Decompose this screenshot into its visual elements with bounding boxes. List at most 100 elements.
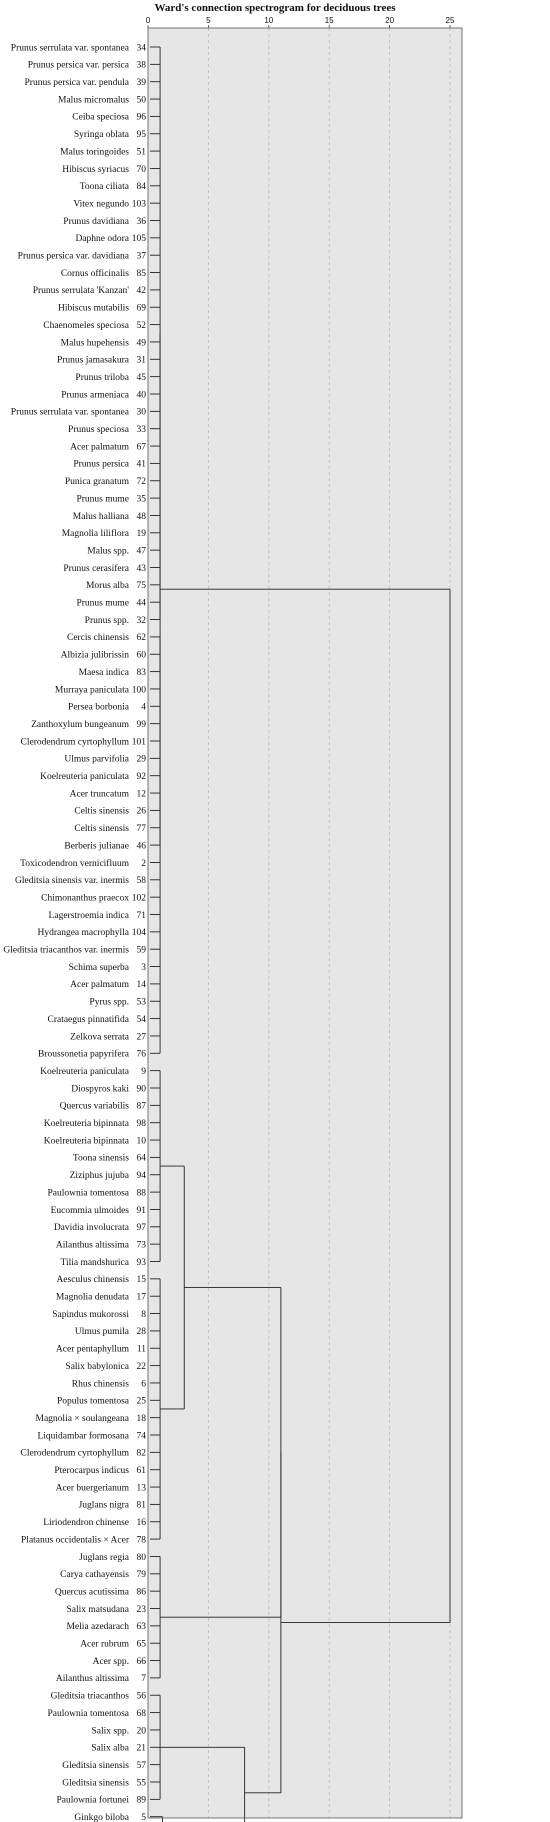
- leaf-id: 16: [137, 1518, 147, 1528]
- leaf-name: Koelreuteria bipinnata: [44, 1136, 130, 1146]
- leaf-name: Paulownia tomentosa: [47, 1709, 129, 1719]
- leaf-name: Prunus davidiana: [63, 217, 129, 227]
- leaf-name: Quercus variabilis: [60, 1102, 130, 1112]
- tick-label: 15: [325, 16, 334, 25]
- leaf-name: Syringa oblata: [74, 130, 130, 140]
- leaf-name: Salix alba: [91, 1744, 130, 1754]
- leaf-id: 32: [137, 616, 147, 626]
- leaf-id: 69: [137, 304, 147, 314]
- leaf-name: Koelreuteria paniculata: [40, 772, 130, 782]
- leaf-name: Liquidambar formosana: [37, 1430, 129, 1441]
- leaf-id: 93: [137, 1258, 147, 1268]
- leaf-id: 68: [137, 1709, 147, 1719]
- leaf-name: Malus toringoides: [60, 147, 129, 157]
- leaf-id: 31: [137, 356, 147, 366]
- leaf-id: 3: [141, 963, 146, 973]
- leaf-id: 2: [141, 859, 146, 869]
- leaf-name: Ailanthus altissima: [56, 1240, 130, 1250]
- leaf-id: 58: [137, 876, 147, 886]
- leaf-id: 34: [137, 43, 147, 53]
- leaf-id: 76: [137, 1050, 147, 1060]
- leaf-id: 104: [132, 928, 147, 938]
- leaf-name: Acer palmatum: [70, 980, 129, 990]
- leaf-id: 47: [137, 546, 147, 556]
- leaf-name: Hibiscus syriacus: [62, 165, 129, 175]
- leaf-name: Malus spp.: [87, 546, 129, 556]
- leaf-id: 77: [137, 824, 147, 834]
- tick-label: 20: [385, 16, 394, 25]
- leaf-id: 5: [141, 1813, 146, 1822]
- leaf-name: Prunus serrulata 'Kanzan': [33, 286, 130, 296]
- leaf-name: Magnolia × soulangeana: [36, 1414, 130, 1424]
- leaf-name: Prunus persica var. pendula: [25, 78, 130, 88]
- leaf-name: Celtis sinensis: [74, 807, 129, 817]
- leaf-id: 29: [137, 755, 147, 765]
- leaf-id: 99: [137, 720, 147, 730]
- leaf-name: Acer truncatum: [70, 789, 130, 799]
- leaf-name: Sapindus mukorossi: [52, 1310, 129, 1320]
- leaf-id: 94: [137, 1171, 147, 1181]
- leaf-id: 49: [137, 338, 147, 348]
- leaf-name: Clerodendrum cyrtophyllum: [21, 737, 130, 747]
- leaf-id: 35: [137, 494, 147, 504]
- leaf-name: Ceiba speciosa: [72, 113, 130, 123]
- leaf-id: 91: [137, 1206, 147, 1216]
- leaf-id: 98: [137, 1119, 147, 1129]
- leaf-id: 63: [137, 1622, 147, 1632]
- leaf-name: Toona sinensis: [73, 1154, 129, 1164]
- leaf-id: 43: [137, 564, 147, 574]
- leaf-name: Lagerstroemia indica: [49, 911, 130, 921]
- leaf-name: Punica granatum: [65, 477, 130, 487]
- leaf-id: 100: [132, 685, 147, 695]
- leaf-id: 64: [137, 1154, 147, 1164]
- leaf-name: Ginkgo biloba: [74, 1813, 129, 1822]
- leaf-name: Carya cathayensis: [60, 1570, 129, 1580]
- leaf-id: 82: [137, 1449, 147, 1459]
- leaf-name: Paulownia tomentosa: [47, 1188, 129, 1198]
- leaf-name: Hibiscus mutabilis: [58, 304, 129, 314]
- leaf-name: Cornus officinalis: [61, 268, 129, 279]
- leaf-id: 53: [137, 998, 147, 1008]
- leaf-name: Salix babylonica: [65, 1362, 129, 1372]
- leaf-name: Gleditsia triacanthos: [51, 1692, 130, 1702]
- leaf-name: Chimonanthus praecox: [41, 893, 129, 903]
- leaf-id: 105: [132, 234, 147, 244]
- leaf-id: 46: [137, 841, 147, 851]
- leaf-id: 40: [137, 390, 147, 400]
- leaf-id: 52: [137, 321, 147, 331]
- leaf-id: 20: [137, 1726, 147, 1736]
- leaf-name: Prunus mume: [76, 494, 129, 504]
- leaf-name: Magnolia liliflora: [62, 528, 130, 539]
- leaf-id: 17: [137, 1293, 147, 1303]
- leaf-id: 87: [137, 1102, 147, 1112]
- leaf-id: 48: [137, 512, 147, 522]
- leaf-name: Acer buergerianum: [56, 1483, 130, 1493]
- leaf-id: 102: [132, 893, 147, 903]
- leaf-name: Cercis chinensis: [67, 633, 129, 643]
- leaf-id: 62: [137, 633, 147, 643]
- leaf-id: 41: [137, 460, 147, 470]
- dendrogram-branches: [150, 46, 451, 1822]
- leaf-name: Malus halliana: [73, 512, 130, 522]
- leaf-name: Diospyros kaki: [71, 1084, 129, 1094]
- leaf-name: Acer palmatum: [70, 442, 129, 452]
- leaf-id: 85: [137, 269, 147, 279]
- leaf-id: 75: [137, 581, 147, 591]
- leaf-name: Clerodendrum cyrtophyllum: [21, 1449, 130, 1459]
- leaf-id: 65: [137, 1640, 147, 1650]
- leaf-id: 74: [137, 1431, 147, 1441]
- leaf-name: Prunus persica var. davidiana: [18, 252, 130, 262]
- leaf-name: Davidia involucrata: [54, 1223, 130, 1233]
- leaf-id: 101: [132, 737, 147, 747]
- tick-label: 5: [206, 16, 211, 25]
- leaf-name: Murraya paniculata: [55, 685, 130, 695]
- leaf-name: Ziziphus jujuba: [70, 1171, 130, 1181]
- tick-label: 10: [264, 16, 273, 25]
- leaf-name: Populus tomentosa: [57, 1397, 130, 1407]
- leaf-id: 25: [137, 1397, 147, 1407]
- leaf-id: 89: [137, 1796, 147, 1806]
- leaf-name: Zelkova serrata: [70, 1032, 130, 1042]
- leaf-name: Schima superba: [69, 963, 130, 973]
- leaf-id: 45: [137, 373, 147, 383]
